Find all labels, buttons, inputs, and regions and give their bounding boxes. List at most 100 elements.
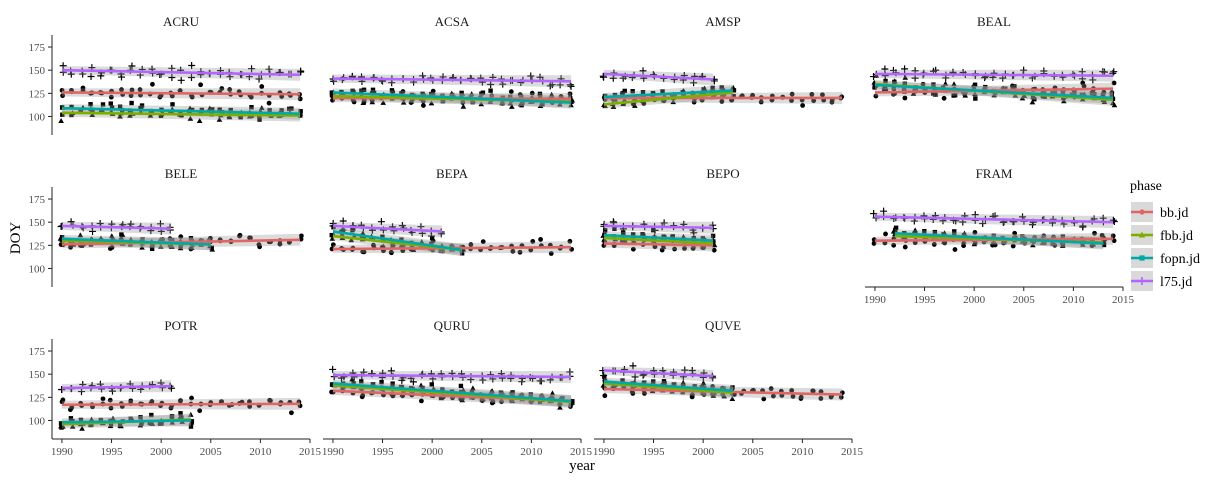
data-point-fopn bbox=[189, 419, 195, 424]
trend-line-l75 bbox=[61, 384, 172, 390]
data-point-bb bbox=[931, 242, 937, 247]
data-point-fbb bbox=[109, 233, 115, 239]
data-point-fopn bbox=[370, 87, 376, 93]
data-point-fopn bbox=[470, 99, 475, 105]
data-point-fopn bbox=[128, 416, 133, 421]
data-point-l75 bbox=[419, 72, 427, 80]
data-point-fopn bbox=[420, 385, 425, 391]
data-point-fopn bbox=[238, 114, 243, 120]
y-tick-label: 175 bbox=[29, 346, 46, 358]
data-point-fbb bbox=[196, 118, 203, 124]
data-point-fopn bbox=[922, 236, 928, 241]
data-point-fbb bbox=[460, 103, 467, 109]
trend-line-bb bbox=[61, 402, 301, 407]
x-tick-label: 2010 bbox=[1062, 294, 1085, 306]
data-point-fopn bbox=[537, 91, 543, 97]
data-point-fopn bbox=[158, 113, 164, 118]
trend-line-bb bbox=[61, 91, 301, 96]
x-tick-label: 1990 bbox=[322, 446, 345, 458]
data-point-fopn bbox=[991, 233, 996, 238]
y-tick-label: 100 bbox=[29, 263, 46, 275]
data-point-bb bbox=[119, 87, 124, 92]
data-point-fopn bbox=[710, 233, 716, 239]
data-point-l75 bbox=[1078, 68, 1086, 76]
data-point-bb bbox=[480, 239, 486, 245]
data-point-bb bbox=[768, 386, 774, 392]
data-point-fopn bbox=[138, 105, 143, 111]
data-point-l75 bbox=[629, 362, 637, 370]
data-point-fopn bbox=[128, 242, 133, 247]
data-point-l75 bbox=[911, 74, 919, 82]
data-point-fopn bbox=[509, 398, 515, 403]
data-point-fopn bbox=[129, 100, 134, 106]
data-point-fbb bbox=[408, 98, 415, 104]
data-point-fopn bbox=[429, 382, 434, 387]
data-point-fopn bbox=[972, 82, 978, 87]
data-point-l75 bbox=[128, 62, 136, 70]
data-point-bb bbox=[941, 95, 947, 101]
data-point-bb bbox=[107, 397, 113, 403]
trend-line-bb bbox=[603, 242, 714, 247]
data-point-fbb bbox=[507, 100, 514, 106]
data-point-l75 bbox=[67, 70, 75, 78]
trend-line-l75 bbox=[603, 369, 714, 378]
data-point-fopn bbox=[400, 243, 406, 248]
data-point-fopn bbox=[298, 113, 303, 118]
data-point-fopn bbox=[700, 236, 706, 241]
data-point-fopn bbox=[178, 411, 183, 416]
data-point-l75 bbox=[168, 73, 176, 81]
data-point-fopn bbox=[630, 232, 636, 237]
data-point-fopn bbox=[1092, 92, 1097, 97]
data-point-bb bbox=[838, 394, 844, 400]
data-point-bb bbox=[100, 396, 106, 402]
data-point-fopn bbox=[149, 246, 155, 252]
data-point-bb bbox=[961, 243, 966, 249]
data-point-bb bbox=[800, 103, 806, 108]
data-point-fopn bbox=[498, 390, 504, 395]
data-point-fopn bbox=[298, 109, 303, 114]
data-point-fopn bbox=[952, 93, 958, 98]
data-point-fopn bbox=[692, 384, 697, 389]
data-point-fopn bbox=[983, 84, 988, 90]
data-point-bb bbox=[227, 87, 233, 92]
data-point-fopn bbox=[620, 378, 625, 383]
data-point-fopn bbox=[1012, 84, 1017, 89]
panel-title: ACRU bbox=[163, 14, 200, 29]
data-point-l75 bbox=[1109, 216, 1117, 224]
data-point-bb bbox=[189, 395, 194, 401]
data-point-bb bbox=[60, 397, 66, 403]
legend-key-marker bbox=[1138, 277, 1146, 285]
data-point-fbb bbox=[1019, 95, 1026, 101]
trend-line-fopn bbox=[332, 91, 572, 104]
data-point-bb bbox=[952, 247, 958, 252]
data-point-fbb bbox=[168, 244, 175, 250]
data-point-l75 bbox=[339, 217, 347, 225]
data-point-fbb bbox=[169, 419, 176, 425]
data-point-l75 bbox=[979, 220, 987, 228]
data-point-fbb bbox=[568, 102, 574, 108]
data-point-bb bbox=[770, 393, 776, 399]
data-point-fopn bbox=[650, 90, 656, 96]
trend-line-fopn bbox=[603, 380, 734, 393]
data-point-bb bbox=[80, 85, 86, 91]
y-tick-label: 150 bbox=[29, 217, 46, 229]
data-point-bb bbox=[189, 94, 195, 100]
data-point-bb bbox=[198, 82, 204, 88]
x-tick-label: 2000 bbox=[150, 446, 173, 458]
data-point-fbb bbox=[972, 91, 978, 97]
data-point-bb bbox=[828, 394, 834, 400]
data-point-l75 bbox=[660, 219, 668, 227]
data-point-fopn bbox=[140, 237, 145, 242]
panel-title: BEAL bbox=[977, 14, 1011, 29]
data-point-bb bbox=[538, 237, 543, 242]
data-point-fopn bbox=[720, 93, 725, 98]
data-point-fopn bbox=[429, 235, 435, 241]
data-point-bb bbox=[256, 242, 262, 247]
data-point-bb bbox=[567, 91, 573, 97]
data-point-bb bbox=[266, 100, 272, 106]
data-point-fopn bbox=[351, 381, 356, 386]
data-point-l75 bbox=[479, 376, 487, 384]
panel-title: BEPA bbox=[436, 166, 469, 181]
data-point-fbb bbox=[468, 91, 475, 97]
data-point-fbb bbox=[380, 99, 387, 105]
